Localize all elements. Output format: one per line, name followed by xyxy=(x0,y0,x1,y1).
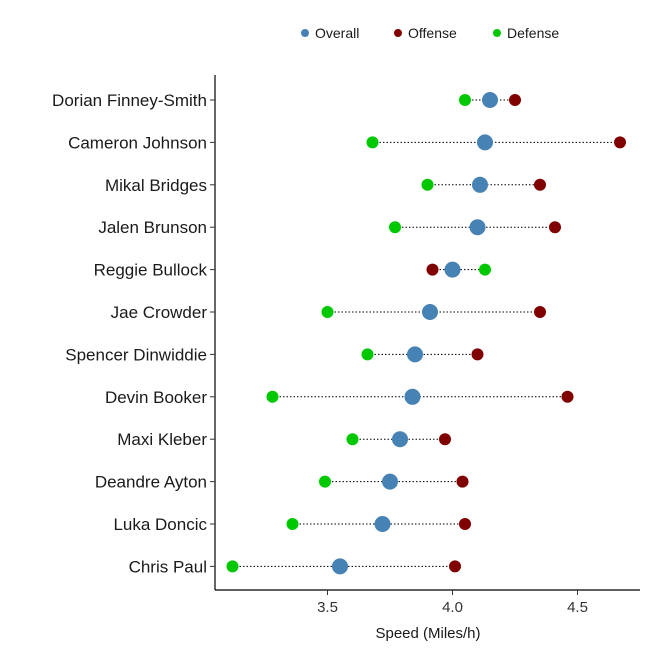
defense-point xyxy=(421,178,434,191)
defense-point xyxy=(286,518,299,530)
overall-point xyxy=(472,176,488,193)
defense-point xyxy=(346,433,359,446)
offense-point xyxy=(426,263,439,276)
player-label: Cameron Johnson xyxy=(68,133,207,152)
overall-point xyxy=(392,431,408,448)
legend-offense-label: Offense xyxy=(408,25,457,41)
defense-point xyxy=(479,263,491,276)
player-label: Maxi Kleber xyxy=(117,430,207,449)
overall-point xyxy=(407,346,423,363)
offense-point xyxy=(614,136,626,149)
player-label: Reggie Bullock xyxy=(94,261,208,280)
defense-point xyxy=(459,94,471,106)
x-tick-label: 4.5 xyxy=(567,599,588,616)
offense-point xyxy=(509,94,521,106)
offense-point xyxy=(561,390,574,403)
x-tick-label: 3.5 xyxy=(317,599,338,616)
range-connectors xyxy=(232,99,620,567)
defense-point xyxy=(366,136,379,149)
offense-point xyxy=(459,518,471,530)
defense-point xyxy=(389,221,401,234)
x-tick-label: 4.0 xyxy=(442,599,463,616)
player-label: Devin Booker xyxy=(105,388,207,407)
offense-point xyxy=(456,475,469,488)
player-label: Spencer Dinwiddie xyxy=(65,345,207,364)
legend: Overall Offense Defense xyxy=(301,25,559,41)
defense-point xyxy=(319,475,331,488)
player-label: Jalen Brunson xyxy=(98,218,207,237)
offense-point xyxy=(549,221,561,234)
player-label: Luka Doncic xyxy=(113,515,207,534)
overall-point xyxy=(332,558,348,575)
defense-point xyxy=(266,390,279,403)
overall-point xyxy=(374,516,391,532)
legend-overall-label: Overall xyxy=(315,25,359,41)
legend-defense-label: Defense xyxy=(507,25,559,41)
offense-point xyxy=(471,348,484,361)
player-labels: Dorian Finney-Smith Cameron Johnson Mikal … xyxy=(52,91,207,576)
overall-point xyxy=(482,92,498,108)
overall-point xyxy=(444,261,461,278)
overall-point xyxy=(404,388,421,405)
legend-offense-marker xyxy=(394,29,402,37)
legend-overall-marker xyxy=(301,29,309,37)
offense-point xyxy=(534,306,546,318)
offense-point xyxy=(534,178,546,191)
defense-point xyxy=(321,306,334,318)
defense-point xyxy=(226,560,239,573)
player-label: Mikal Bridges xyxy=(105,176,207,195)
overall-point xyxy=(469,219,486,236)
player-label: Dorian Finney-Smith xyxy=(52,91,207,110)
axes: 3.5 4.0 4.5 xyxy=(210,75,640,616)
x-axis-title: Speed (Miles/h) xyxy=(375,625,480,642)
data-points xyxy=(226,92,626,575)
overall-point xyxy=(477,134,493,151)
overall-point xyxy=(382,473,398,490)
player-label: Deandre Ayton xyxy=(95,473,207,492)
defense-point xyxy=(361,348,374,361)
player-label: Jae Crowder xyxy=(111,303,208,322)
offense-point xyxy=(449,560,461,573)
overall-point xyxy=(422,304,438,320)
legend-defense-marker xyxy=(493,29,501,37)
offense-point xyxy=(439,433,451,446)
player-label: Chris Paul xyxy=(129,557,207,576)
